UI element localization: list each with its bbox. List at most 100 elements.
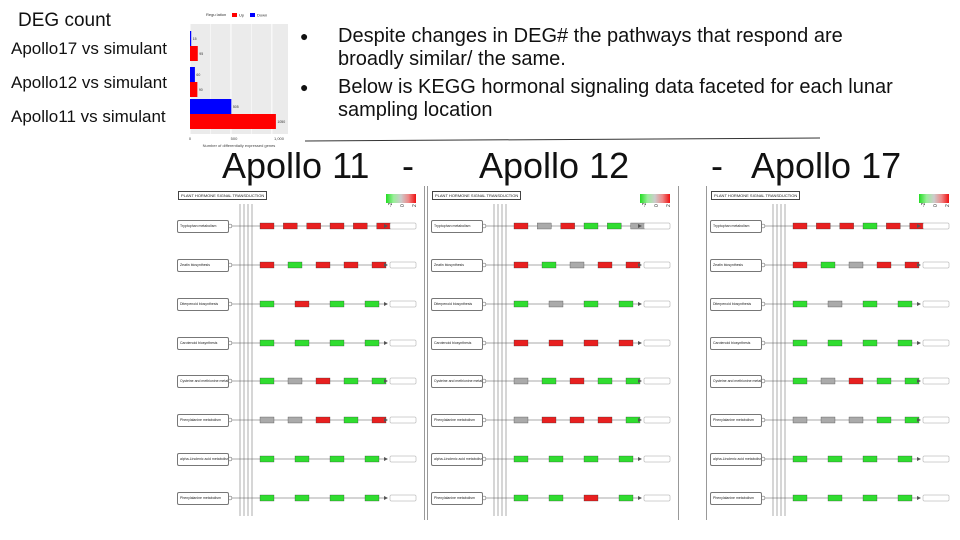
chart-legend-title: Regu lation xyxy=(206,12,226,17)
gene-box xyxy=(513,222,529,230)
bar-value-label: 15 xyxy=(193,37,197,41)
gene-box xyxy=(897,455,913,463)
gene-box xyxy=(583,339,599,347)
gene-box xyxy=(904,261,920,269)
gene-box xyxy=(283,222,298,230)
gene-box xyxy=(876,377,892,385)
gene-box xyxy=(548,300,564,308)
comparison-label-apollo11: Apollo11 vs simulant xyxy=(11,107,166,126)
gene-box xyxy=(513,455,529,463)
pathway-label[interactable]: Diterpenoid biosynthesis xyxy=(177,298,229,311)
pathway-label[interactable]: Diterpenoid biosynthesis xyxy=(431,298,483,311)
gene-box xyxy=(541,416,557,424)
gene-box xyxy=(541,261,557,269)
x-tick-1000: 1,000 xyxy=(274,136,285,141)
pathway-label[interactable]: alpha-Linolenic acid metabolism xyxy=(710,453,762,466)
gene-box xyxy=(569,377,585,385)
pathway-label[interactable]: Tryptophan metabolism xyxy=(710,220,762,233)
gene-box xyxy=(839,222,854,230)
pathway-label[interactable]: Zeatin biosynthesis xyxy=(710,259,762,272)
gene-box xyxy=(548,455,564,463)
kegg-map-title: PLANT HORMONE SIGNAL TRANSDUCTION xyxy=(432,191,522,200)
gene-box xyxy=(343,377,359,385)
gene-box xyxy=(827,339,843,347)
gene-box xyxy=(259,222,275,230)
location-separator: - xyxy=(402,145,414,186)
pathway-label[interactable]: Tryptophan metabolism xyxy=(431,220,483,233)
gene-box xyxy=(364,300,380,308)
gene-box xyxy=(294,300,310,308)
gene-box xyxy=(827,455,843,463)
kegg-color-legend xyxy=(386,194,416,203)
pathway-label[interactable]: Phenylalanine metabolism xyxy=(177,414,229,427)
bar-value-label: 90 xyxy=(199,88,203,92)
gene-box xyxy=(343,261,359,269)
gene-box xyxy=(294,494,310,502)
gene-box xyxy=(569,416,585,424)
gene-box xyxy=(376,222,391,230)
location-title-apollo17: Apollo 17 xyxy=(751,145,902,186)
pathway-label[interactable]: Phenylalanine metabolism xyxy=(177,492,229,505)
pathway-label[interactable]: Diterpenoid biosynthesis xyxy=(710,298,762,311)
kegg-panel-apollo12: PLANT HORMONE SIGNAL TRANSDUCTION -2 0 2 Try… xyxy=(427,186,679,520)
gene-box xyxy=(904,416,920,424)
location-separator: - xyxy=(711,145,723,186)
kegg-color-legend xyxy=(640,194,670,203)
pathway-label[interactable]: Carotenoid biosynthesis xyxy=(177,337,229,350)
gene-box xyxy=(862,300,878,308)
gene-box xyxy=(364,455,380,463)
gene-box xyxy=(607,222,622,230)
gene-box xyxy=(259,261,275,269)
gene-box xyxy=(513,261,529,269)
pathway-label[interactable]: Phenylalanine metabolism xyxy=(710,492,762,505)
pathway-label[interactable]: Cysteine and methionine metabolism xyxy=(431,375,483,388)
pathway-label[interactable]: Phenylalanine metabolism xyxy=(710,414,762,427)
pathway-label[interactable]: Cysteine and methionine metabolism xyxy=(710,375,762,388)
gene-box xyxy=(259,416,275,424)
pathway-label[interactable]: alpha-Linolenic acid metabolism xyxy=(431,453,483,466)
bar-value-label: 95 xyxy=(199,52,203,56)
gene-box xyxy=(287,377,303,385)
pathway-label[interactable]: Zeatin biosynthesis xyxy=(177,259,229,272)
gene-box xyxy=(513,300,529,308)
gene-box xyxy=(315,261,331,269)
gene-box xyxy=(371,377,387,385)
gene-box xyxy=(848,261,864,269)
gene-box xyxy=(618,339,634,347)
pathway-label[interactable]: Cysteine and methionine metabolism xyxy=(177,375,229,388)
gene-box xyxy=(862,339,878,347)
gene-box xyxy=(876,261,892,269)
gene-box xyxy=(513,416,529,424)
gene-box xyxy=(329,339,345,347)
gene-box xyxy=(820,416,836,424)
gene-box xyxy=(583,300,599,308)
gene-box xyxy=(315,377,331,385)
location-title-apollo11: Apollo 11 xyxy=(222,145,370,186)
x-axis-label: Number of differentially expressed genes xyxy=(203,143,276,148)
bar-up-2 xyxy=(190,114,276,129)
gene-box xyxy=(897,300,913,308)
pathway-label[interactable]: alpha-Linolenic acid metabolism xyxy=(177,453,229,466)
pathway-label[interactable]: Tryptophan metabolism xyxy=(177,220,229,233)
x-tick-0: 0 xyxy=(189,136,192,141)
location-title-apollo12: Apollo 12 xyxy=(479,145,630,186)
pathway-label[interactable]: Zeatin biosynthesis xyxy=(431,259,483,272)
bullet-item-kegg-note: Below is KEGG hormonal signaling data fa… xyxy=(300,76,900,122)
bullet-list: Despite changes in DEG# the pathways tha… xyxy=(300,25,900,127)
gene-box xyxy=(306,222,321,230)
gene-box xyxy=(625,261,641,269)
gene-box xyxy=(792,416,808,424)
pathway-label[interactable]: Phenylalanine metabolism xyxy=(431,414,483,427)
gene-box xyxy=(315,416,331,424)
pathway-label[interactable]: Carotenoid biosynthesis xyxy=(710,337,762,350)
gene-box xyxy=(848,416,864,424)
gene-box xyxy=(371,416,387,424)
pathway-label[interactable]: Carotenoid biosynthesis xyxy=(431,337,483,350)
gene-box xyxy=(618,494,634,502)
gene-box xyxy=(353,222,368,230)
kegg-map-title: PLANT HORMONE SIGNAL TRANSDUCTION xyxy=(711,191,801,200)
pathway-label[interactable]: Phenylalanine metabolism xyxy=(431,492,483,505)
bar-down-1 xyxy=(190,67,195,82)
gene-box xyxy=(541,377,557,385)
legend-label-down: Down xyxy=(257,13,267,18)
